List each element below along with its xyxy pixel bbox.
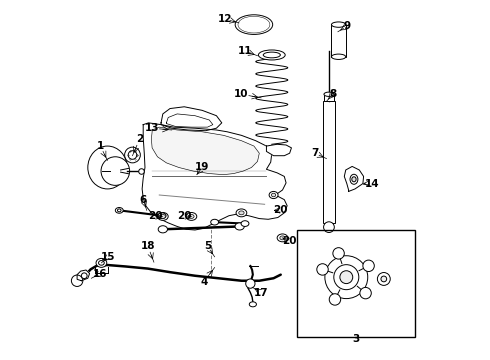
- Ellipse shape: [352, 177, 356, 182]
- Circle shape: [363, 260, 374, 271]
- Circle shape: [360, 287, 371, 299]
- Text: 7: 7: [311, 148, 318, 158]
- Text: 11: 11: [238, 46, 252, 57]
- Ellipse shape: [189, 215, 194, 219]
- Ellipse shape: [277, 234, 288, 242]
- Ellipse shape: [271, 193, 276, 197]
- Ellipse shape: [157, 212, 168, 220]
- Ellipse shape: [235, 223, 245, 230]
- Ellipse shape: [241, 221, 249, 226]
- Circle shape: [340, 271, 353, 284]
- Ellipse shape: [115, 207, 123, 213]
- Ellipse shape: [263, 52, 280, 58]
- Polygon shape: [344, 166, 364, 192]
- Ellipse shape: [239, 211, 244, 215]
- Circle shape: [329, 294, 341, 305]
- Ellipse shape: [118, 209, 121, 212]
- Polygon shape: [161, 107, 222, 131]
- Bar: [324, 94, 334, 102]
- Ellipse shape: [331, 22, 346, 27]
- Ellipse shape: [236, 209, 247, 217]
- Text: 20: 20: [282, 237, 297, 247]
- Polygon shape: [77, 270, 90, 281]
- Circle shape: [245, 279, 255, 288]
- Text: 14: 14: [365, 179, 379, 189]
- Text: 4: 4: [200, 277, 208, 287]
- Bar: [297, 230, 415, 337]
- Circle shape: [81, 273, 87, 279]
- Circle shape: [334, 265, 359, 290]
- Circle shape: [325, 256, 368, 298]
- Text: 3: 3: [352, 334, 359, 344]
- Circle shape: [377, 273, 390, 285]
- Text: 20: 20: [177, 211, 192, 221]
- Ellipse shape: [211, 219, 219, 225]
- Ellipse shape: [249, 302, 256, 307]
- Text: 9: 9: [343, 21, 350, 31]
- Ellipse shape: [158, 213, 166, 219]
- Ellipse shape: [243, 19, 265, 30]
- Text: 13: 13: [145, 123, 159, 133]
- Text: 20: 20: [273, 205, 288, 215]
- Circle shape: [124, 147, 140, 163]
- Text: 2: 2: [136, 134, 143, 144]
- Circle shape: [333, 248, 344, 259]
- Ellipse shape: [158, 226, 168, 233]
- Circle shape: [72, 275, 83, 287]
- Text: 5: 5: [204, 241, 211, 251]
- Circle shape: [101, 157, 130, 185]
- Ellipse shape: [98, 261, 104, 265]
- Polygon shape: [142, 123, 287, 230]
- Ellipse shape: [238, 16, 270, 33]
- Polygon shape: [151, 127, 259, 175]
- Text: 8: 8: [329, 89, 336, 99]
- Ellipse shape: [235, 15, 272, 35]
- Bar: [331, 24, 346, 57]
- Circle shape: [317, 264, 328, 275]
- Ellipse shape: [331, 54, 346, 59]
- Text: 10: 10: [234, 89, 249, 99]
- Ellipse shape: [241, 18, 267, 31]
- Ellipse shape: [350, 174, 358, 184]
- Bar: [322, 102, 335, 223]
- Text: 20: 20: [147, 211, 162, 221]
- Ellipse shape: [324, 92, 334, 96]
- Ellipse shape: [258, 50, 285, 60]
- Text: 15: 15: [101, 252, 116, 262]
- Text: 19: 19: [195, 162, 209, 172]
- Ellipse shape: [160, 215, 166, 219]
- Text: 16: 16: [93, 269, 108, 279]
- Circle shape: [323, 222, 334, 233]
- Text: 18: 18: [141, 241, 155, 251]
- Ellipse shape: [186, 212, 197, 220]
- Circle shape: [128, 151, 137, 159]
- Circle shape: [381, 276, 387, 282]
- Text: 1: 1: [97, 141, 104, 151]
- Ellipse shape: [280, 236, 285, 240]
- Ellipse shape: [88, 146, 127, 189]
- Ellipse shape: [96, 258, 107, 267]
- Text: 17: 17: [254, 288, 269, 297]
- Text: 6: 6: [140, 195, 147, 204]
- Polygon shape: [267, 144, 292, 156]
- Ellipse shape: [269, 192, 278, 199]
- Text: 12: 12: [218, 14, 233, 24]
